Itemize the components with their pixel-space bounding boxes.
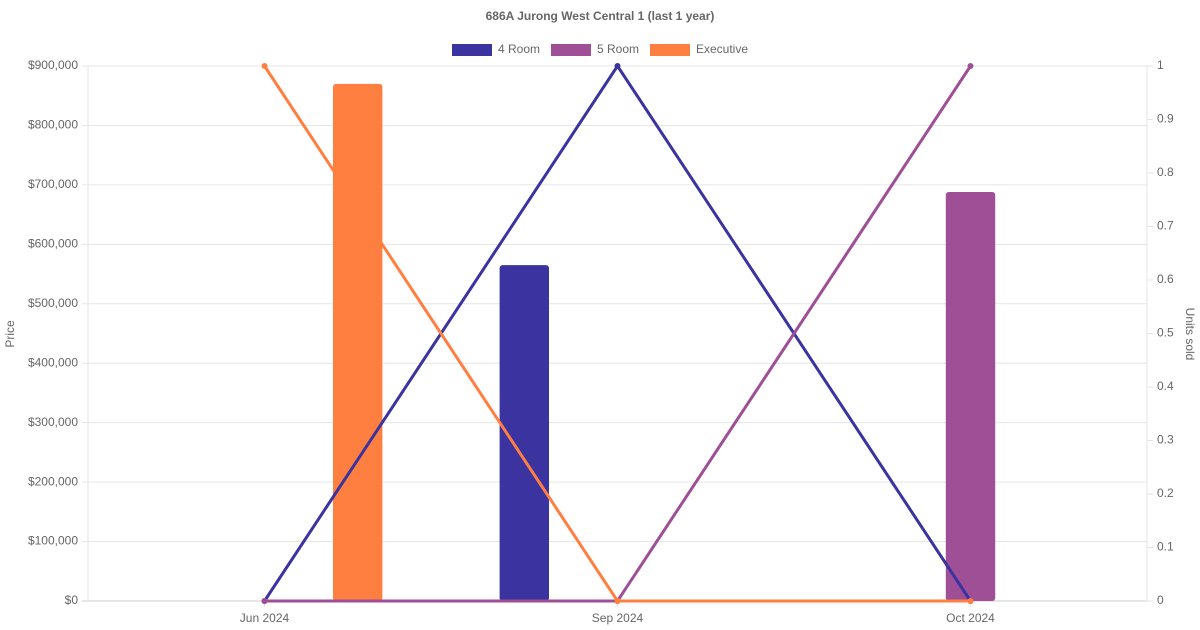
x-tick-label: Jun 2024 xyxy=(240,611,290,625)
y-tick-label: $800,000 xyxy=(28,118,78,132)
y2-tick-label: 0.2 xyxy=(1157,486,1174,500)
legend-swatch xyxy=(650,44,690,56)
y2-axis-title: Units sold xyxy=(1183,308,1197,361)
legend-label: 5 Room xyxy=(597,42,639,56)
point xyxy=(967,598,974,604)
chart-title: 686A Jurong West Central 1 (last 1 year) xyxy=(486,9,715,23)
y-tick-label: $200,000 xyxy=(28,474,78,488)
y2-tick-label: 0.8 xyxy=(1157,165,1174,179)
y2-tick-label: 0 xyxy=(1157,593,1164,607)
y-tick-label: $600,000 xyxy=(28,237,78,251)
x-tick-label: Sep 2024 xyxy=(592,611,644,625)
point xyxy=(261,598,268,604)
point xyxy=(614,63,621,69)
point xyxy=(614,598,621,604)
y-tick-label: $500,000 xyxy=(28,296,78,310)
y-tick-label: $700,000 xyxy=(28,177,78,191)
y2-tick-label: 0.3 xyxy=(1157,433,1174,447)
y-tick-label: $100,000 xyxy=(28,534,78,548)
legend-label: 4 Room xyxy=(498,42,540,56)
y-axis-title: Price xyxy=(3,320,17,348)
y2-tick-label: 0.6 xyxy=(1157,272,1174,286)
y2-tick-label: 0.4 xyxy=(1157,379,1174,393)
y-tick-label: $300,000 xyxy=(28,415,78,429)
y-tick-label: $900,000 xyxy=(28,58,78,72)
y2-tick-label: 0.7 xyxy=(1157,219,1174,233)
bar xyxy=(332,83,383,602)
point xyxy=(967,63,974,69)
bar xyxy=(499,265,550,601)
y2-tick-label: 0.1 xyxy=(1157,540,1174,554)
x-tick-label: Oct 2024 xyxy=(946,611,995,625)
y2-tick-label: 1 xyxy=(1157,58,1164,72)
y2-tick-label: 0.5 xyxy=(1157,326,1174,340)
y2-tick-label: 0.9 xyxy=(1157,112,1174,126)
legend-swatch xyxy=(452,44,492,56)
legend-label: Executive xyxy=(696,42,748,56)
legend-swatch xyxy=(551,44,591,56)
y-tick-label: $400,000 xyxy=(28,355,78,369)
y-tick-label: $0 xyxy=(65,593,79,607)
bar xyxy=(945,192,996,601)
point xyxy=(261,63,268,69)
